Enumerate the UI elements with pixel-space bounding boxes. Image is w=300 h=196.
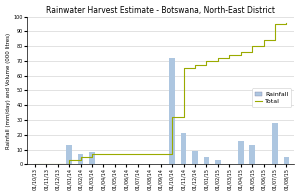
Line: Total: Total <box>35 23 286 164</box>
Total <box>239 51 242 53</box>
Legend: Rainfall, Total: Rainfall, Total <box>252 88 291 107</box>
Total <box>262 39 266 42</box>
Bar <box>66 145 72 164</box>
Bar <box>89 152 95 164</box>
Total <box>113 153 117 155</box>
Bar <box>215 160 221 164</box>
Title: Rainwater Harvest Estimate - Botswana, North-East District: Rainwater Harvest Estimate - Botswana, N… <box>46 5 275 15</box>
Total <box>102 153 105 155</box>
Total <box>216 57 220 59</box>
Total <box>250 45 254 47</box>
Bar <box>272 123 278 164</box>
Bar <box>203 157 209 164</box>
Total <box>285 21 288 24</box>
Bar <box>249 145 255 164</box>
Total <box>273 23 277 25</box>
Total <box>227 54 231 56</box>
Total <box>33 163 37 165</box>
Total <box>124 153 128 155</box>
Bar <box>169 58 175 164</box>
Bar <box>192 151 198 164</box>
Total <box>79 156 83 158</box>
Bar <box>238 141 244 164</box>
Bar <box>284 157 289 164</box>
Total <box>56 163 59 165</box>
Total <box>136 153 140 155</box>
Total <box>182 67 185 70</box>
Y-axis label: Rainfall (mm/day) and Volume (000 litres): Rainfall (mm/day) and Volume (000 litres… <box>6 32 10 149</box>
Total <box>44 163 48 165</box>
Total <box>193 64 197 67</box>
Total <box>68 159 71 161</box>
Total <box>170 116 174 118</box>
Total <box>159 153 163 155</box>
Total <box>205 60 208 62</box>
Bar <box>78 154 83 164</box>
Bar <box>181 133 186 164</box>
Total <box>147 153 151 155</box>
Total <box>90 153 94 155</box>
